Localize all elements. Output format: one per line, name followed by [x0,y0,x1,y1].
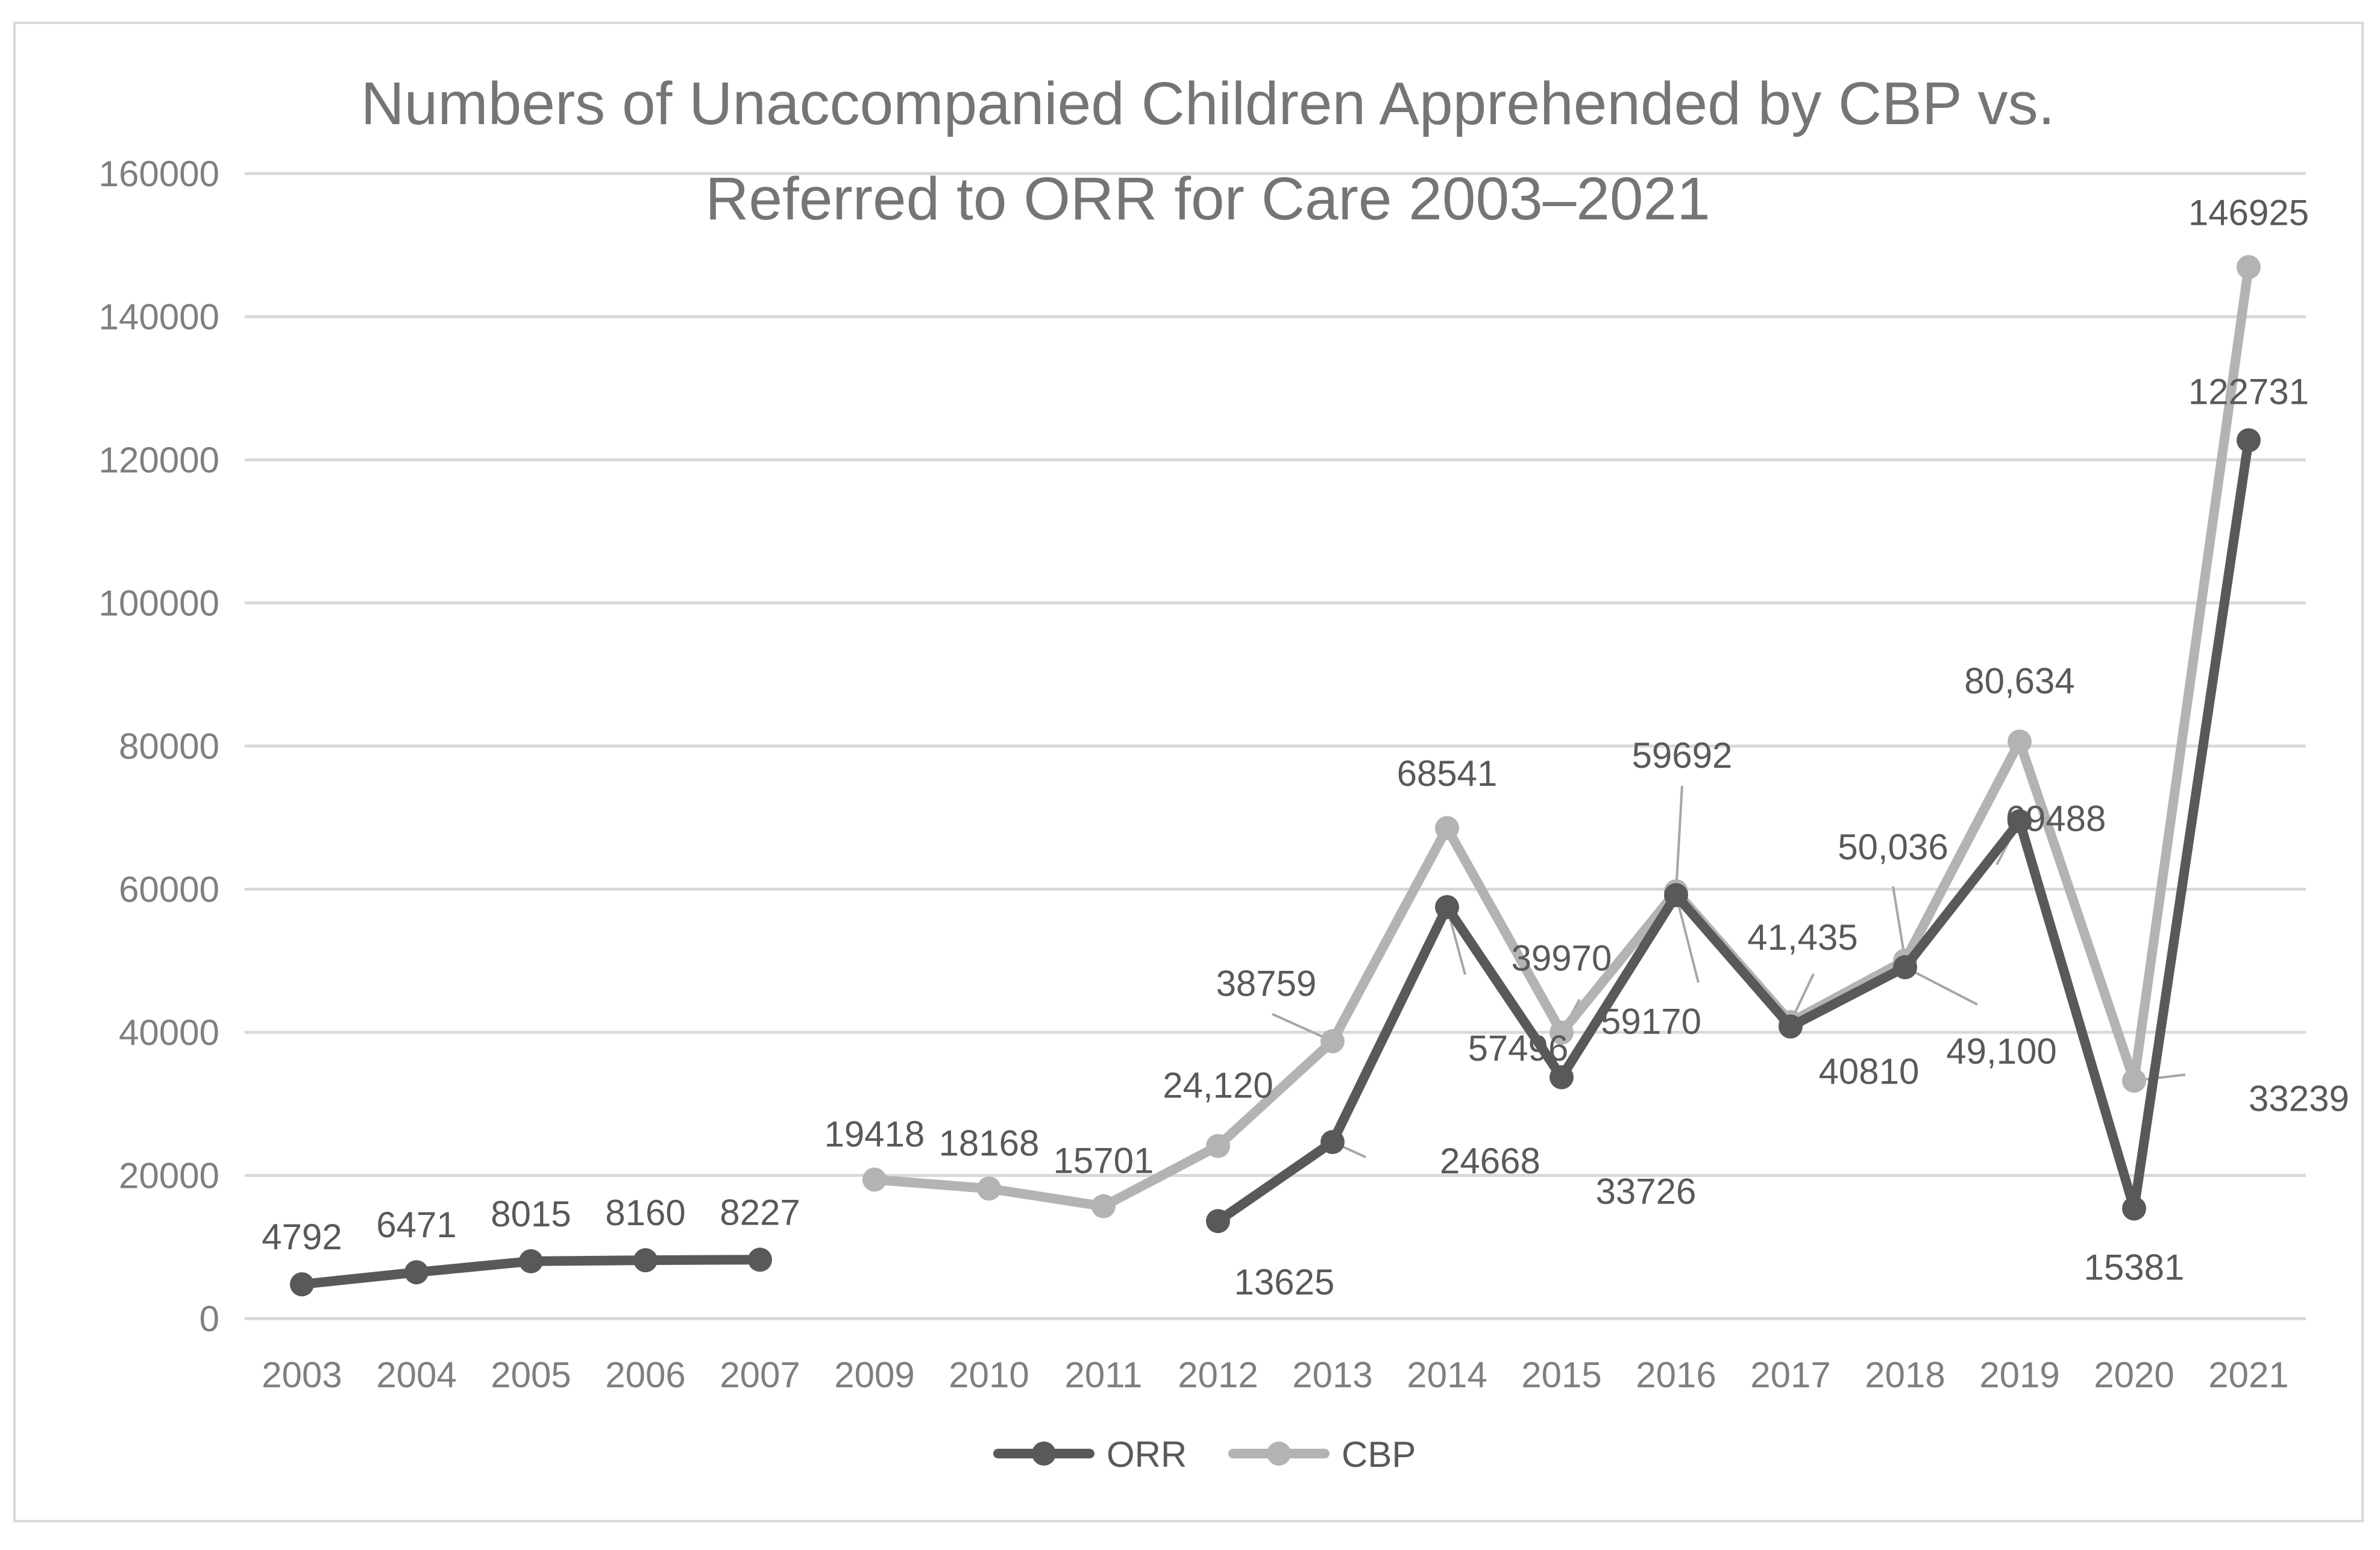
orr-label-2012: 13625 [1234,1262,1335,1302]
orr-point-2019 [2008,809,2032,833]
orr-label-2004: 6471 [376,1205,456,1245]
x-tick-label-2007: 2007 [720,1355,800,1395]
orr-point-2007 [748,1247,772,1272]
orr-point-2017 [1779,1014,1803,1039]
x-tick-label-2004: 2004 [376,1355,456,1395]
cbp-label-2012: 24,120 [1163,1065,1273,1106]
orr-point-2012 [1206,1209,1230,1234]
x-tick-label-2003: 2003 [262,1355,342,1395]
cbp-label-2013: 38759 [1216,964,1317,1004]
orr-label-2017: 40810 [1819,1051,1920,1091]
y-axis-ticks: 0 20000 40000 60000 80000 100000 120000 140000 1… [99,154,219,1339]
cbp-label-2021: 146925 [2188,192,2309,233]
y-tick-label-20000: 20000 [119,1156,219,1196]
chart-title-line-2: Referred to ORR for Care 2003–2021 [705,165,1710,233]
x-tick-label-2011: 2011 [1064,1355,1142,1395]
x-tick-label-2015: 2015 [1521,1355,1601,1395]
cbp-label-2009: 19418 [824,1114,925,1154]
cbp-label-2016: 59692 [1632,735,1733,776]
orr-label-2003: 4792 [262,1217,342,1257]
y-tick-label-140000: 140000 [99,297,219,337]
x-tick-label-2006: 2006 [605,1355,685,1395]
legend-cbp-marker [1267,1442,1291,1466]
x-tick-label-2013: 2013 [1292,1355,1372,1395]
data-labels: 4792 6471 8015 8160 8227 13625 24668 57496 33726… [262,192,2349,1302]
cbp-point-2015 [1550,1020,1574,1045]
cbp-point-2012 [1206,1134,1230,1158]
y-tick-label-60000: 60000 [119,870,219,910]
orr-point-2020 [2122,1196,2146,1221]
y-tick-label-120000: 120000 [99,440,219,480]
x-tick-label-2014: 2014 [1407,1355,1487,1395]
cbp-point-2014 [1435,816,1459,841]
gridlines [245,172,2306,1320]
orr-label-2013: 24668 [1440,1141,1540,1181]
cbp-point-2020 [2122,1068,2146,1093]
orr-point-2015 [1550,1065,1574,1090]
y-tick-label-40000: 40000 [119,1012,219,1053]
y-tick-label-0: 0 [199,1299,219,1339]
orr-label-2020: 15381 [2084,1247,2185,1287]
cbp-label-2011: 15701 [1053,1141,1154,1181]
legend-cbp-label: CBP [1342,1434,1416,1475]
x-tick-label-2017: 2017 [1750,1355,1830,1395]
x-tick-label-2005: 2005 [491,1355,571,1395]
orr-point-2013 [1320,1130,1345,1155]
cbp-label-2019: 80,634 [1964,660,2075,701]
cbp-point-2009 [862,1167,887,1192]
cbp-label-2010: 18168 [939,1123,1040,1163]
orr-label-2007: 8227 [720,1192,800,1232]
cbp-label-2020: 33239 [2249,1078,2349,1119]
orr-label-2021: 122731 [2188,372,2309,412]
orr-leader-2016 [1675,894,1700,983]
orr-label-2006: 8160 [605,1193,685,1233]
x-axis-ticks: 2003 2004 2005 2006 2007 2009 2010 2011 2012 2013… [262,1355,2288,1395]
orr-point-2003 [290,1272,314,1297]
orr-label-2019: 69488 [2006,799,2106,839]
cbp-point-2019 [2008,729,2032,754]
cbp-label-2018: 50,036 [1838,827,1948,867]
orr-point-2014 [1435,895,1459,920]
cbp-point-2011 [1091,1194,1116,1219]
orr-label-2014: 57496 [1468,1028,1569,1068]
x-tick-label-2020: 2020 [2094,1355,2174,1395]
legend-orr-label: ORR [1107,1434,1187,1475]
orr-point-2018 [1893,955,1917,979]
orr-label-2016: 59170 [1601,1001,1701,1041]
x-tick-label-2016: 2016 [1636,1355,1716,1395]
orr-point-2021 [2237,428,2261,453]
cbp-point-2010 [977,1176,1001,1201]
x-tick-label-2010: 2010 [949,1355,1029,1395]
orr-point-2004 [404,1260,429,1285]
x-tick-label-2021: 2021 [2208,1355,2288,1395]
x-tick-label-2018: 2018 [1865,1355,1945,1395]
cbp-leader-2016 [1675,786,1683,892]
cbp-point-2021 [2237,255,2261,280]
orr-series-line-2 [1213,435,2253,1226]
cbp-label-2014: 68541 [1397,753,1498,794]
orr-point-2005 [519,1249,543,1273]
y-tick-label-100000: 100000 [99,583,219,624]
x-tick-label-2019: 2019 [1979,1355,2059,1395]
line-chart: 0 20000 40000 60000 80000 100000 120000 140000 1… [99,70,2349,1475]
chart-frame: 0 20000 40000 60000 80000 100000 120000 140000 1… [13,22,2364,1522]
legend: ORR CBP [993,1434,1416,1475]
cbp-leader-2018 [1892,886,1906,961]
orr-point-2006 [633,1248,658,1273]
chart-title-line-1: Numbers of Unaccompanied Children Appreh… [361,70,2055,137]
orr-label-2015: 33726 [1596,1172,1697,1212]
x-tick-label-2009: 2009 [834,1355,914,1395]
legend-orr-marker [1032,1442,1056,1466]
y-tick-label-80000: 80000 [119,726,219,767]
orr-point-2016 [1664,883,1688,908]
cbp-label-2017: 41,435 [1747,917,1858,958]
cbp-point-2013 [1320,1029,1345,1053]
cbp-label-2015: 39970 [1512,938,1612,978]
series [290,255,2261,1297]
orr-label-2005: 8015 [491,1194,571,1234]
orr-leader-2018 [1904,966,1978,1006]
orr-label-2018: 49,100 [1946,1031,2057,1072]
y-tick-label-160000: 160000 [99,154,219,194]
x-tick-label-2012: 2012 [1178,1355,1258,1395]
